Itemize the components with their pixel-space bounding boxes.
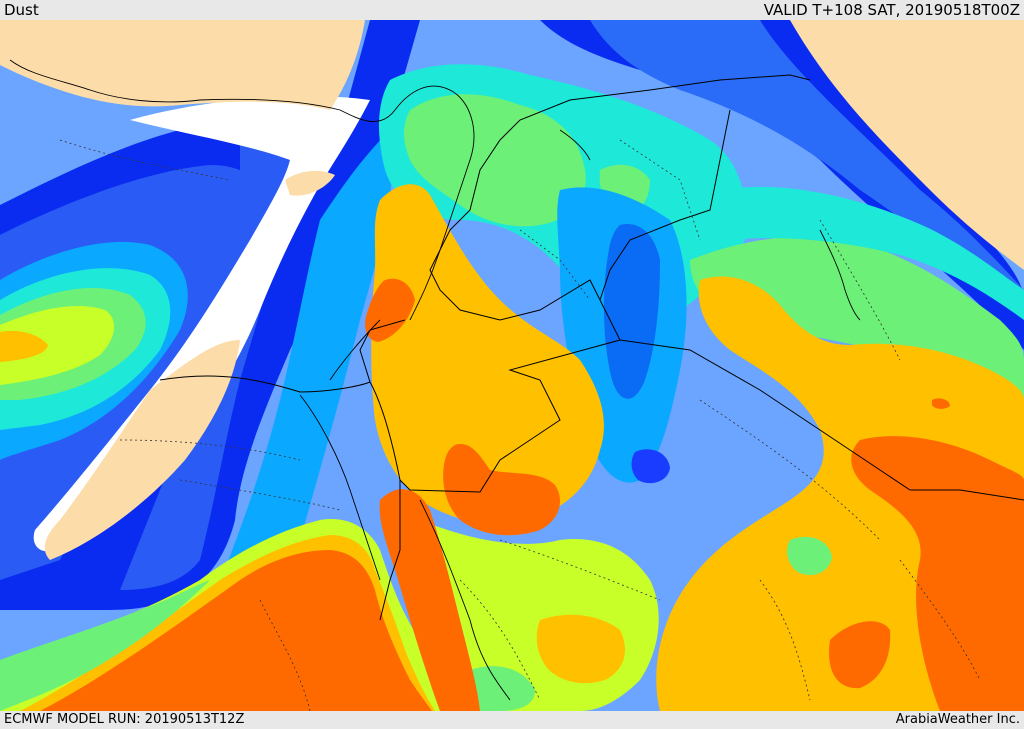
dust-forecast-map: [0, 20, 1024, 711]
valid-time-label: VALID T+108 SAT, 20190518T00Z: [763, 1, 1020, 19]
contour-dark-blue-spot: [631, 449, 670, 484]
footer-bar: ECMWF MODEL RUN: 20190513T12Z ArabiaWeat…: [0, 711, 1024, 729]
contour-green-levant: [404, 94, 586, 227]
contour-orange-center: [443, 444, 560, 536]
contour-gold-west: [0, 330, 48, 362]
land-cyprus: [285, 170, 335, 196]
cloud-white-band: [33, 96, 371, 552]
contour-green-spot-east: [787, 536, 832, 576]
contour-gold-south: [536, 614, 625, 684]
contour-green-south: [466, 666, 535, 711]
header-bar: Dust VALID T+108 SAT, 20190518T00Z: [0, 0, 1024, 20]
contour-orange-spot: [932, 398, 950, 409]
contour-orange-east: [851, 436, 1024, 711]
contour-orange-redsea: [379, 489, 480, 711]
provider-credit: ArabiaWeather Inc.: [895, 712, 1020, 727]
product-title: Dust: [4, 1, 39, 19]
model-run-label: ECMWF MODEL RUN: 20190513T12Z: [4, 712, 245, 727]
contour-orange-egypt: [40, 550, 432, 711]
coastlines: [9, 59, 861, 701]
land-iran: [790, 20, 1024, 270]
land-egypt-north: [44, 340, 240, 560]
contour-cyan-gulf-north: [711, 186, 1024, 320]
province-borders: [59, 139, 981, 711]
country-borders: [159, 74, 1024, 621]
contour-gold-arabia: [371, 184, 604, 524]
contour-blue-east: [590, 20, 1024, 320]
contour-deep-blue-iraq: [603, 224, 660, 399]
contour-orange-south-east: [829, 621, 891, 689]
contour-orange-sinai: [365, 278, 415, 342]
contour-yellow-green-west: [0, 305, 115, 385]
contour-green-libya: [0, 580, 210, 711]
land-turkey: [0, 20, 365, 110]
contour-sky-blue-coast: [200, 130, 393, 630]
